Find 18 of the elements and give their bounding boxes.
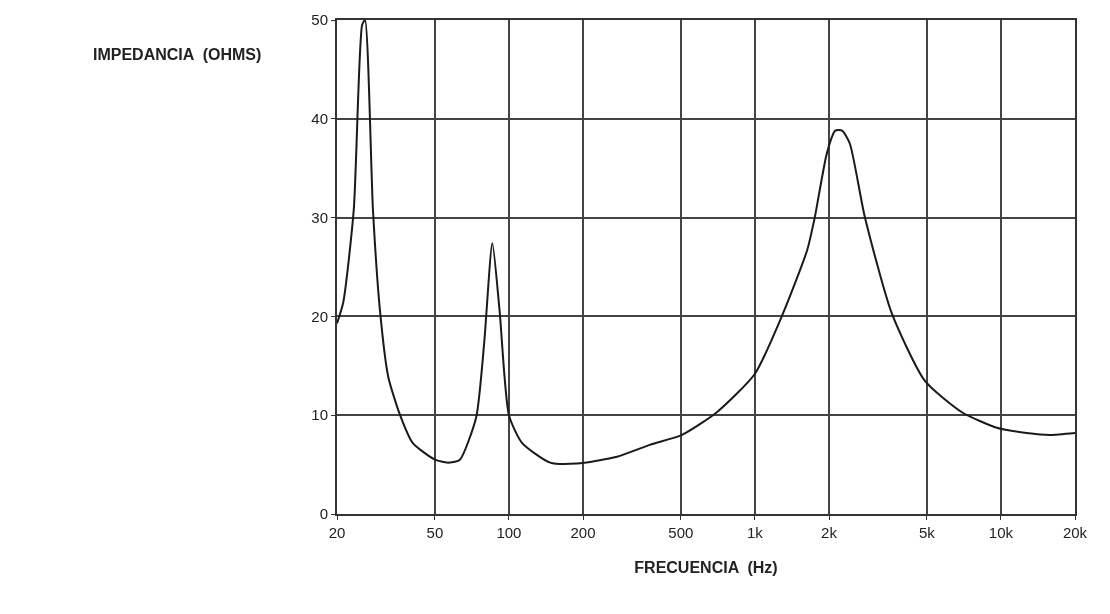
x-tick-label: 2k (821, 524, 838, 541)
x-tick-label: 10k (988, 524, 1014, 541)
y-tick-label: 0 (319, 505, 328, 523)
x-tick-label: 20k (1062, 524, 1088, 541)
x-tick-label: 1k (747, 524, 764, 541)
y-tick-label: 40 (311, 110, 328, 128)
x-tick-label: 20 (328, 524, 346, 541)
x-tick-label: 100 (496, 524, 522, 541)
y-tick-label: 50 (311, 11, 328, 29)
y-tick-label: 20 (311, 307, 328, 325)
x-tick-label: 500 (668, 524, 694, 541)
y-axis-title: IMPEDANCIA (OHMS) (93, 46, 262, 63)
x-tick-label: 50 (426, 524, 444, 541)
x-axis-title: FRECUENCIA (Hz) (634, 559, 778, 577)
x-tick-label: 5k (918, 524, 936, 541)
x-tick-label: 200 (570, 524, 596, 541)
y-tick-label: 30 (311, 208, 328, 226)
y-tick-label: 10 (311, 406, 328, 424)
